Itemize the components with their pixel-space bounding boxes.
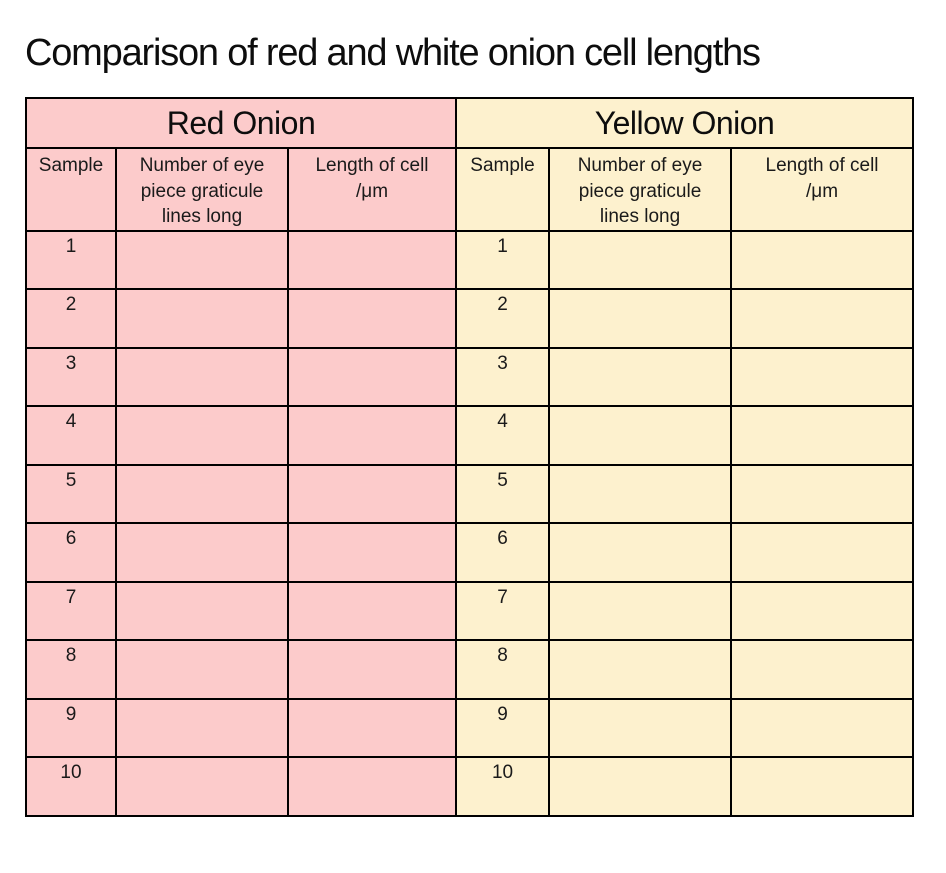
- yellow-graticule-cell[interactable]: [548, 288, 733, 349]
- yellow-sample-cell: 3: [455, 346, 551, 408]
- table-row: 10 10: [25, 756, 915, 817]
- yellow-sample-cell: 4: [455, 405, 551, 466]
- red-graticule-cell[interactable]: [115, 405, 289, 466]
- yellow-length-cell[interactable]: [730, 522, 915, 583]
- red-sample-cell: 1: [25, 229, 117, 291]
- table-row: 3 3: [25, 346, 915, 408]
- table-row: 1 1: [25, 229, 915, 291]
- table-row: 6 6: [25, 522, 915, 583]
- red-graticule-cell[interactable]: [115, 756, 289, 817]
- yellow-sample-cell: 5: [455, 463, 551, 525]
- red-sample-cell: 7: [25, 580, 117, 642]
- yellow-sample-cell: 7: [455, 580, 551, 642]
- red-length-cell[interactable]: [286, 288, 458, 349]
- red-length-cell[interactable]: [286, 405, 458, 466]
- yellow-sample-cell: 2: [455, 288, 551, 349]
- red-sample-column-header: Sample: [25, 147, 117, 232]
- red-length-column-header: Length of cell /μm: [286, 147, 458, 232]
- red-length-cell[interactable]: [286, 580, 458, 642]
- red-graticule-column-header: Number of eye piece graticule lines long: [115, 147, 289, 232]
- red-sample-cell: 10: [25, 756, 117, 817]
- table-row: 2 2: [25, 288, 915, 349]
- onion-comparison-table: Red Onion Yellow Onion Sample Number of …: [24, 97, 915, 817]
- yellow-sample-cell: 9: [455, 697, 551, 759]
- red-graticule-cell[interactable]: [115, 522, 289, 583]
- yellow-length-cell[interactable]: [730, 697, 915, 759]
- red-sample-cell: 4: [25, 405, 117, 466]
- yellow-sample-cell: 6: [455, 522, 551, 583]
- red-graticule-cell[interactable]: [115, 639, 289, 700]
- red-sample-cell: 6: [25, 522, 117, 583]
- yellow-sample-cell: 1: [455, 229, 551, 291]
- red-graticule-cell[interactable]: [115, 463, 289, 525]
- yellow-sample-column-header: Sample: [455, 147, 551, 232]
- yellow-length-column-header: Length of cell /μm: [730, 147, 915, 232]
- yellow-onion-section-header: Yellow Onion: [455, 97, 915, 149]
- yellow-sample-cell: 10: [455, 756, 551, 817]
- yellow-length-cell[interactable]: [730, 756, 915, 817]
- yellow-sample-cell: 8: [455, 639, 551, 700]
- yellow-length-cell[interactable]: [730, 346, 915, 408]
- red-length-cell[interactable]: [286, 697, 458, 759]
- yellow-graticule-cell[interactable]: [548, 405, 733, 466]
- red-length-cell[interactable]: [286, 522, 458, 583]
- table-row: 7 7: [25, 580, 915, 642]
- red-length-cell[interactable]: [286, 463, 458, 525]
- yellow-length-cell[interactable]: [730, 463, 915, 525]
- yellow-length-cell[interactable]: [730, 405, 915, 466]
- red-sample-cell: 3: [25, 346, 117, 408]
- red-sample-cell: 8: [25, 639, 117, 700]
- column-header-row: Sample Number of eye piece graticule lin…: [25, 147, 915, 232]
- yellow-graticule-cell[interactable]: [548, 522, 733, 583]
- red-sample-cell: 5: [25, 463, 117, 525]
- yellow-length-cell[interactable]: [730, 288, 915, 349]
- yellow-graticule-cell[interactable]: [548, 463, 733, 525]
- page-title: Comparison of red and white onion cell l…: [25, 32, 761, 74]
- red-graticule-cell[interactable]: [115, 229, 289, 291]
- red-length-cell[interactable]: [286, 639, 458, 700]
- red-graticule-cell[interactable]: [115, 288, 289, 349]
- section-header-row: Red Onion Yellow Onion: [24, 97, 915, 149]
- yellow-graticule-cell[interactable]: [548, 756, 733, 817]
- yellow-length-cell[interactable]: [730, 580, 915, 642]
- red-sample-cell: 9: [25, 697, 117, 759]
- red-onion-section-header: Red Onion: [24, 97, 458, 149]
- table-row: 4 4: [25, 405, 915, 466]
- yellow-graticule-cell[interactable]: [548, 229, 733, 291]
- yellow-graticule-column-header: Number of eye piece graticule lines long: [548, 147, 733, 232]
- table-row: 8 8: [25, 639, 915, 700]
- yellow-length-cell[interactable]: [730, 639, 915, 700]
- red-graticule-cell[interactable]: [115, 580, 289, 642]
- yellow-graticule-cell[interactable]: [548, 346, 733, 408]
- red-length-cell[interactable]: [286, 756, 458, 817]
- table-row: 9 9: [25, 697, 915, 759]
- yellow-length-cell[interactable]: [730, 229, 915, 291]
- red-sample-cell: 2: [25, 288, 117, 349]
- red-graticule-cell[interactable]: [115, 346, 289, 408]
- table-row: 5 5: [25, 463, 915, 525]
- red-length-cell[interactable]: [286, 229, 458, 291]
- yellow-graticule-cell[interactable]: [548, 697, 733, 759]
- yellow-graticule-cell[interactable]: [548, 639, 733, 700]
- red-length-cell[interactable]: [286, 346, 458, 408]
- yellow-graticule-cell[interactable]: [548, 580, 733, 642]
- red-graticule-cell[interactable]: [115, 697, 289, 759]
